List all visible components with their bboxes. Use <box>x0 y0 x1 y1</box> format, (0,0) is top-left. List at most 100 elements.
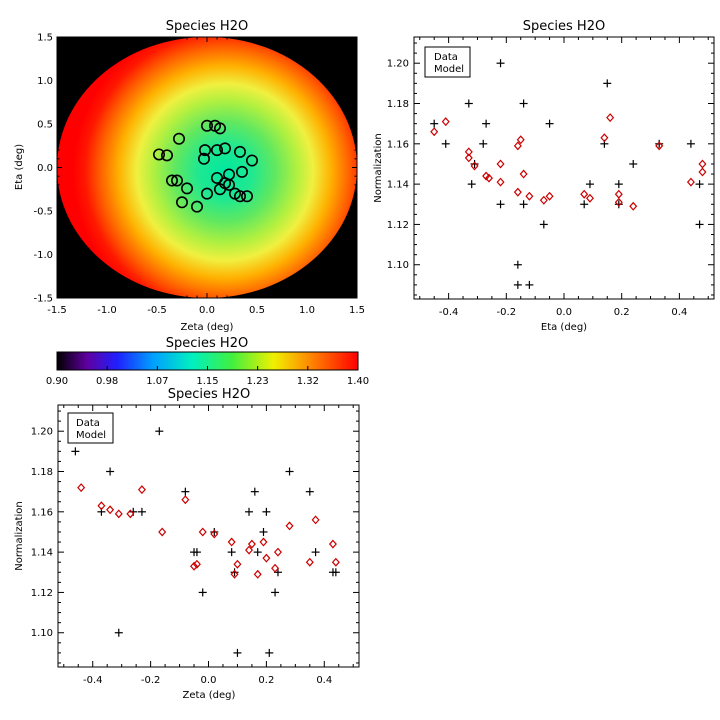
heatmap-title: Species H2O <box>166 19 248 34</box>
eta-data-point <box>614 180 623 189</box>
zeta-model-point <box>126 509 135 519</box>
zeta-y-tick-label: 1.14 <box>31 548 53 559</box>
eta-data-point <box>464 99 473 108</box>
zeta-data-point <box>192 548 201 557</box>
zeta-model-point <box>114 509 123 519</box>
zeta-model-point <box>158 527 167 537</box>
zeta-data-point <box>331 568 340 577</box>
eta-model-point <box>519 169 528 179</box>
zeta-model-point <box>137 485 146 495</box>
heatmap-x-tick-label: 0.5 <box>249 305 265 316</box>
heatmap-x-tick-label: -1.0 <box>97 305 117 316</box>
heatmap-y-tick-label: -1.5 <box>33 294 53 305</box>
eta-x-tick-label: -0.2 <box>497 307 517 318</box>
zeta-legend-data: Data <box>76 418 100 429</box>
heatmap-marker <box>236 165 249 178</box>
zeta-data-point <box>265 648 274 657</box>
eta-model-point <box>614 189 623 199</box>
eta-model-point <box>496 177 505 187</box>
heatmap-marker <box>161 149 174 162</box>
zeta-model-point <box>181 495 190 505</box>
heatmap-marker <box>219 142 232 155</box>
zeta-model-point <box>328 539 337 549</box>
eta-y-tick-label: 1.12 <box>387 220 409 231</box>
zeta-data-point <box>271 588 280 597</box>
zeta-x-tick-label: 0.4 <box>316 675 332 686</box>
eta-data-point <box>580 200 589 209</box>
eta-model-point <box>585 193 594 203</box>
zeta-model-point <box>305 557 314 567</box>
zeta-model-point <box>233 559 242 569</box>
heatmap-marker <box>234 190 247 203</box>
eta-model-point <box>686 177 695 187</box>
zeta-scatter-panel: Species H2O -0.4 -0.2 0.0 0.2 0.4 1.10 1.12 1.1… <box>14 387 360 701</box>
eta-model-point <box>496 159 505 169</box>
zeta-model-point <box>262 553 271 563</box>
eta-model-point <box>614 197 623 207</box>
heatmap-marker <box>153 148 166 161</box>
eta-data-point <box>614 200 623 209</box>
heatmap-markers <box>153 119 259 213</box>
eta-data-point <box>686 139 695 148</box>
eta-y-tick-label: 1.10 <box>387 260 409 271</box>
heatmap-y-tick-label: -1.0 <box>33 250 53 261</box>
eta-model-point <box>470 161 479 171</box>
heatmap-y-label: Eta (deg) <box>14 144 25 190</box>
zeta-data-point <box>114 628 123 637</box>
colorbar-tick-label: 1.32 <box>297 376 319 387</box>
eta-data-point <box>525 280 534 289</box>
zeta-legend-box <box>67 412 114 444</box>
zeta-legend-model: Model <box>76 430 106 441</box>
zeta-data-point <box>305 487 314 496</box>
zeta-data-point <box>198 588 207 597</box>
heatmap-marker <box>241 190 254 203</box>
heatmap-panel: Species H2O -1.5 -1.0 -0.5 0.0 0.5 1.0 1.5-1.5… <box>14 19 365 333</box>
zeta-x-tick-label: -0.4 <box>83 675 103 686</box>
eta-axes: -0.4 -0.2 0.0 0.2 0.4 1.10 1.12 1.14 1.16 1.18 1.2… <box>387 37 714 318</box>
heatmap-marker <box>211 144 224 157</box>
eta-data-point <box>545 119 554 128</box>
colorbar-title: Species H2O <box>166 336 248 351</box>
eta-y-tick-label: 1.14 <box>387 180 409 191</box>
eta-model-point <box>484 173 494 183</box>
heatmap-x-label: Zeta (deg) <box>181 322 234 333</box>
zeta-model-point <box>271 563 280 573</box>
eta-data-point <box>539 220 548 229</box>
eta-points <box>430 59 707 289</box>
zeta-data-point <box>71 447 80 456</box>
eta-data-point <box>695 180 704 189</box>
heatmap-marker <box>201 187 214 200</box>
zeta-model-point <box>77 483 86 493</box>
zeta-model-point <box>331 557 340 567</box>
eta-data-point <box>482 119 491 128</box>
eta-data-point <box>603 79 612 88</box>
zeta-y-tick-label: 1.20 <box>31 427 53 438</box>
zeta-model-point <box>285 521 294 531</box>
eta-y-tick-label: 1.18 <box>387 99 409 110</box>
eta-x-label: Eta (deg) <box>541 322 587 333</box>
eta-model-point <box>606 113 615 123</box>
heatmap-y-tick-label: 1.5 <box>37 33 53 44</box>
heatmap-marker <box>246 154 259 167</box>
eta-data-point <box>496 200 505 209</box>
heatmap-marker <box>166 174 179 187</box>
zeta-points <box>71 427 340 657</box>
eta-model-point <box>513 187 522 197</box>
zeta-data-point <box>259 527 268 536</box>
heatmap-marker <box>191 200 204 213</box>
zeta-model-point <box>259 537 268 547</box>
zeta-model-point <box>245 545 254 555</box>
eta-x-tick-label: 0.0 <box>556 307 572 318</box>
eta-model-point <box>539 195 548 205</box>
eta-legend-model: Model <box>434 64 464 75</box>
heatmap-marker <box>223 178 236 191</box>
colorbar-tick-label: 0.98 <box>96 376 118 387</box>
eta-scatter-panel: Species H2O -0.4 -0.2 0.0 0.2 0.4 1.10 1.12 1.1… <box>373 19 715 333</box>
zeta-x-tick-label: 0.2 <box>258 675 274 686</box>
eta-model-point <box>600 133 609 143</box>
eta-data-point <box>467 180 476 189</box>
heatmap-marker <box>198 152 211 165</box>
zeta-data-point <box>311 548 320 557</box>
heatmap-x-tick-label: 1.5 <box>349 305 365 316</box>
